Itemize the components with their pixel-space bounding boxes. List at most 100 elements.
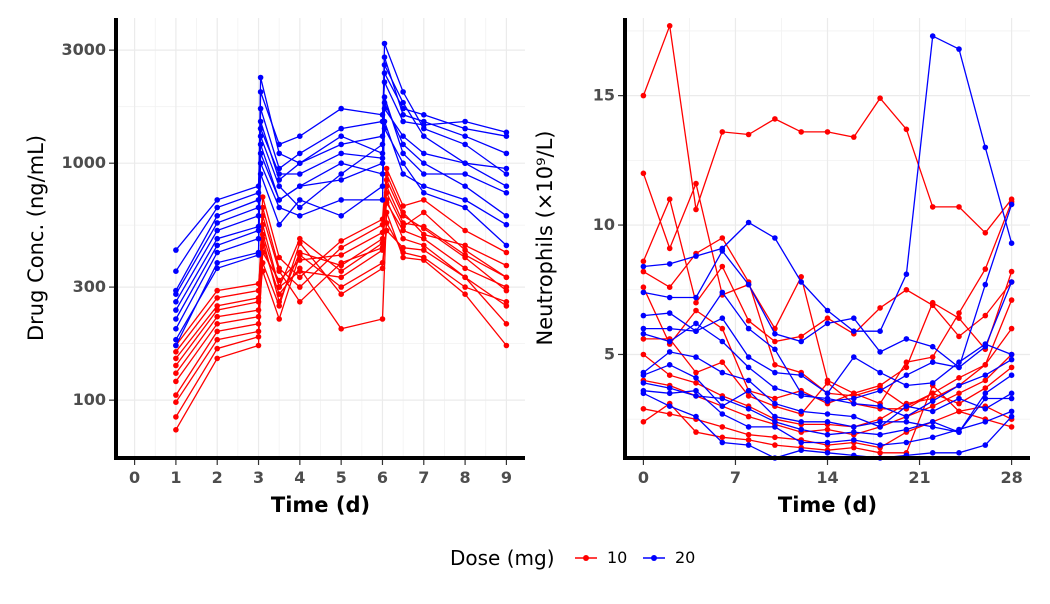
data-point-dose-20	[1008, 351, 1015, 358]
data-point-dose-10	[338, 244, 345, 251]
data-point-dose-20	[381, 70, 388, 76]
data-point-dose-10	[503, 249, 510, 256]
data-point-dose-10	[719, 129, 726, 135]
data-point-dose-20	[719, 439, 726, 446]
data-point-dose-20	[1008, 408, 1015, 415]
data-point-dose-20	[503, 165, 510, 172]
data-point-dose-10	[929, 403, 936, 410]
data-point-dose-20	[666, 362, 673, 368]
data-point-dose-20	[929, 450, 936, 456]
data-point-dose-10	[400, 254, 406, 261]
data-point-dose-10	[338, 291, 345, 298]
data-point-dose-20	[824, 307, 831, 314]
data-point-dose-20	[824, 411, 831, 417]
data-point-dose-20	[503, 171, 510, 177]
data-point-dose-20	[1008, 356, 1015, 363]
data-point-dose-10	[400, 203, 406, 209]
data-point-dose-20	[851, 395, 857, 402]
data-point-dose-20	[400, 112, 406, 118]
data-point-dose-20	[745, 364, 752, 371]
data-point-dose-20	[693, 320, 699, 327]
data-point-dose-20	[338, 150, 345, 157]
data-point-dose-10	[982, 312, 989, 319]
data-point-dose-20	[503, 221, 510, 228]
data-point-dose-20	[693, 375, 699, 381]
y-tick-label: 15	[593, 86, 615, 105]
x-tick-label: 1	[170, 468, 181, 487]
data-point-dose-20	[214, 197, 220, 203]
data-point-dose-20	[640, 325, 647, 332]
data-point-dose-10	[719, 434, 726, 441]
data-point-dose-20	[772, 400, 778, 407]
x-tick-label: 0	[129, 468, 140, 487]
data-point-dose-10	[851, 134, 857, 140]
data-point-dose-10	[719, 424, 726, 430]
y-tick-label: 5	[604, 344, 615, 363]
data-point-dose-10	[666, 372, 673, 379]
data-point-dose-20	[745, 219, 752, 226]
data-point-dose-10	[666, 196, 673, 202]
data-point-dose-20	[666, 349, 673, 355]
data-point-dose-20	[851, 400, 857, 407]
data-point-dose-20	[877, 442, 883, 448]
data-point-dose-10	[982, 377, 989, 384]
data-point-dose-20	[297, 160, 303, 166]
data-point-dose-20	[173, 342, 179, 349]
data-point-dose-20	[719, 369, 726, 376]
neutrophils-panel: 0 7 14 21 28 5 10 15 Time (d) Neutrophils (×10⁹/L…	[533, 18, 1030, 517]
data-point-dose-20	[462, 204, 468, 211]
data-point-dose-20	[381, 79, 388, 85]
data-point-dose-20	[255, 197, 262, 203]
data-point-dose-10	[1008, 424, 1015, 430]
data-point-dose-20	[297, 171, 303, 177]
data-point-dose-10	[255, 295, 262, 301]
y-tick-label: 3000	[61, 40, 106, 59]
legend-title: Dose (mg)	[450, 546, 555, 570]
data-point-dose-20	[462, 125, 468, 132]
data-point-dose-20	[745, 377, 752, 384]
data-point-dose-20	[929, 359, 936, 366]
data-point-dose-10	[276, 254, 283, 261]
x-tick-label: 6	[377, 468, 388, 487]
data-point-dose-20	[929, 33, 936, 39]
data-point-dose-10	[462, 247, 468, 253]
data-point-dose-20	[276, 177, 283, 183]
data-point-dose-20	[824, 419, 831, 425]
data-point-dose-20	[719, 403, 726, 410]
data-point-dose-10	[276, 291, 283, 298]
data-point-dose-10	[462, 291, 468, 298]
data-point-dose-10	[693, 429, 699, 435]
data-point-dose-10	[956, 310, 962, 316]
y-tick-label: 300	[73, 277, 106, 296]
data-point-dose-20	[462, 160, 468, 166]
data-point-dose-10	[255, 328, 262, 335]
data-point-dose-10	[745, 393, 752, 399]
data-point-dose-20	[297, 197, 303, 203]
data-point-dose-10	[982, 266, 989, 272]
data-point-dose-20	[982, 395, 989, 402]
data-point-dose-10	[1008, 325, 1015, 332]
data-point-dose-10	[214, 328, 220, 335]
data-point-dose-10	[173, 370, 179, 377]
data-point-dose-10	[383, 183, 390, 189]
data-point-dose-10	[666, 411, 673, 417]
data-point-dose-20	[719, 248, 726, 254]
data-point-dose-20	[1008, 395, 1015, 402]
data-point-dose-20	[338, 141, 345, 148]
data-point-dose-20	[381, 54, 388, 60]
data-point-dose-20	[214, 204, 220, 211]
x-tick-label: 0	[638, 468, 649, 487]
data-point-dose-10	[276, 268, 283, 275]
data-point-dose-10	[666, 284, 673, 291]
data-point-dose-20	[956, 46, 962, 52]
data-point-dose-10	[877, 450, 883, 456]
data-point-dose-20	[421, 133, 427, 139]
data-point-dose-10	[214, 287, 220, 294]
data-point-dose-20	[824, 395, 831, 402]
data-point-dose-20	[462, 133, 468, 139]
x-tick-label: 9	[501, 468, 512, 487]
data-point-dose-20	[173, 287, 179, 294]
data-point-dose-10	[421, 209, 427, 216]
data-point-dose-20	[173, 268, 179, 275]
data-point-dose-10	[297, 235, 303, 242]
